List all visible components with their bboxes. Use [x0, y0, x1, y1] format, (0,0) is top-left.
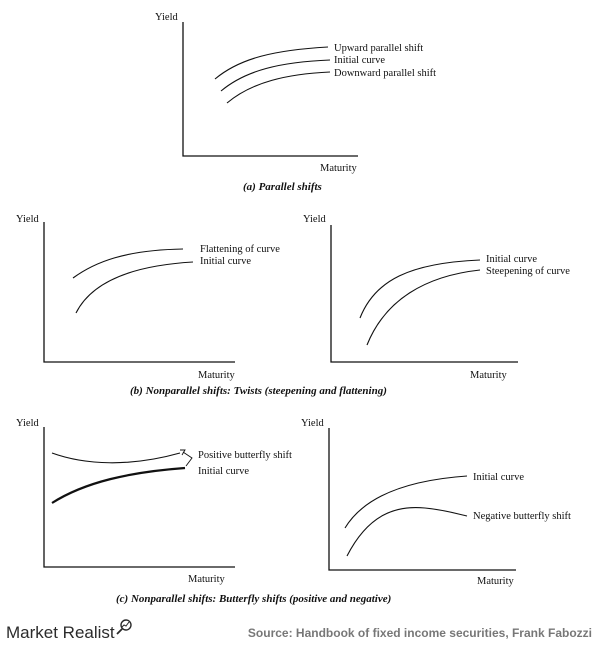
- panel-a-label-upward-parallel-shift: Upward parallel shift: [334, 43, 423, 54]
- panel-a-initial-curve: [220, 59, 331, 92]
- panel-a-label-downward-parallel-shift: Downward parallel shift: [334, 68, 436, 79]
- panel-c-right-negative-butterfly: Yield Maturity Initial curve Negative bu…: [301, 418, 571, 587]
- panel-a-axes: [182, 22, 358, 157]
- panel-c-left-axes: [43, 427, 235, 568]
- panel-a-label-initial-curve: Initial curve: [334, 55, 385, 66]
- panel-a-upward-shift-curve: [214, 46, 329, 80]
- panel-c-left-shift-bracket: [182, 451, 193, 467]
- panel-c-left-positive-butterfly-curve: [51, 452, 181, 464]
- panel-c-left-shift-arrowhead-top: [180, 449, 186, 456]
- panel-c-left-label-initial-curve: Initial curve: [198, 466, 249, 477]
- panel-c-right-axes: [328, 428, 516, 571]
- panel-a-parallel-shifts: Yield Maturity Upward parallel shift Ini…: [155, 12, 436, 193]
- magnifier-icon: [116, 619, 132, 635]
- panel-c-right-y-axis-label: Yield: [301, 418, 324, 429]
- panel-b-left-label-initial-curve: Initial curve: [200, 256, 251, 267]
- source-credit: Source: Handbook of fixed income securit…: [248, 626, 592, 640]
- panel-c-left-x-axis-label: Maturity: [188, 574, 225, 585]
- panel-c-left-initial-curve: [51, 466, 186, 504]
- panel-b-right-steepening-curve: [366, 269, 481, 346]
- panel-b-left-flattening-curve: [72, 248, 184, 279]
- panel-b-left-label-flattening-of-curve: Flattening of curve: [200, 244, 280, 255]
- panel-c-right-initial-curve: [344, 475, 468, 529]
- panel-b-right-y-axis-label: Yield: [303, 214, 326, 225]
- panel-b-caption: (b) Nonparallel shifts: Twists (steepeni…: [130, 385, 387, 397]
- panel-c-left-y-axis-label: Yield: [16, 418, 39, 429]
- panel-b-left-x-axis-label: Maturity: [198, 370, 235, 381]
- footer: Market Realist Source: Handbook of fixed…: [6, 619, 592, 642]
- panel-a-caption: (a) Parallel shifts: [243, 181, 322, 193]
- panel-b-right-axes: [330, 225, 518, 363]
- panel-b-left-flattening: Yield Maturity Flattening of curve Initi…: [16, 214, 280, 381]
- panel-b-left-y-axis-label: Yield: [16, 214, 39, 225]
- panel-b-right-label-initial-curve: Initial curve: [486, 254, 537, 265]
- panel-a-x-axis-label: Maturity: [320, 163, 357, 174]
- panel-b-left-initial-curve: [75, 261, 194, 314]
- panel-c-right-negative-butterfly-curve: [346, 506, 468, 557]
- panel-c-right-x-axis-label: Maturity: [477, 576, 514, 587]
- panel-b-right-label-steepening-of-curve: Steepening of curve: [486, 266, 570, 277]
- panel-c-right-label-initial-curve: Initial curve: [473, 472, 524, 483]
- panel-c-left-label-positive-butterfly-shift: Positive butterfly shift: [198, 450, 292, 461]
- panel-a-downward-shift-curve: [226, 71, 331, 104]
- panel-b-right-initial-curve: [359, 259, 481, 319]
- panel-c-caption: (c) Nonparallel shifts: Butterfly shifts…: [116, 593, 391, 605]
- panel-b-right-steepening: Yield Maturity Initial curve Steepening …: [303, 214, 570, 381]
- panel-c-right-label-negative-butterfly-shift: Negative butterfly shift: [473, 511, 571, 522]
- panel-b-right-x-axis-label: Maturity: [470, 370, 507, 381]
- panel-b-left-axes: [43, 222, 235, 363]
- panel-a-y-axis-label: Yield: [155, 12, 178, 23]
- brand-logo-text: Market Realist: [6, 623, 115, 642]
- panel-c-left-positive-butterfly: Yield Maturity Positive butterfly shift …: [16, 418, 292, 585]
